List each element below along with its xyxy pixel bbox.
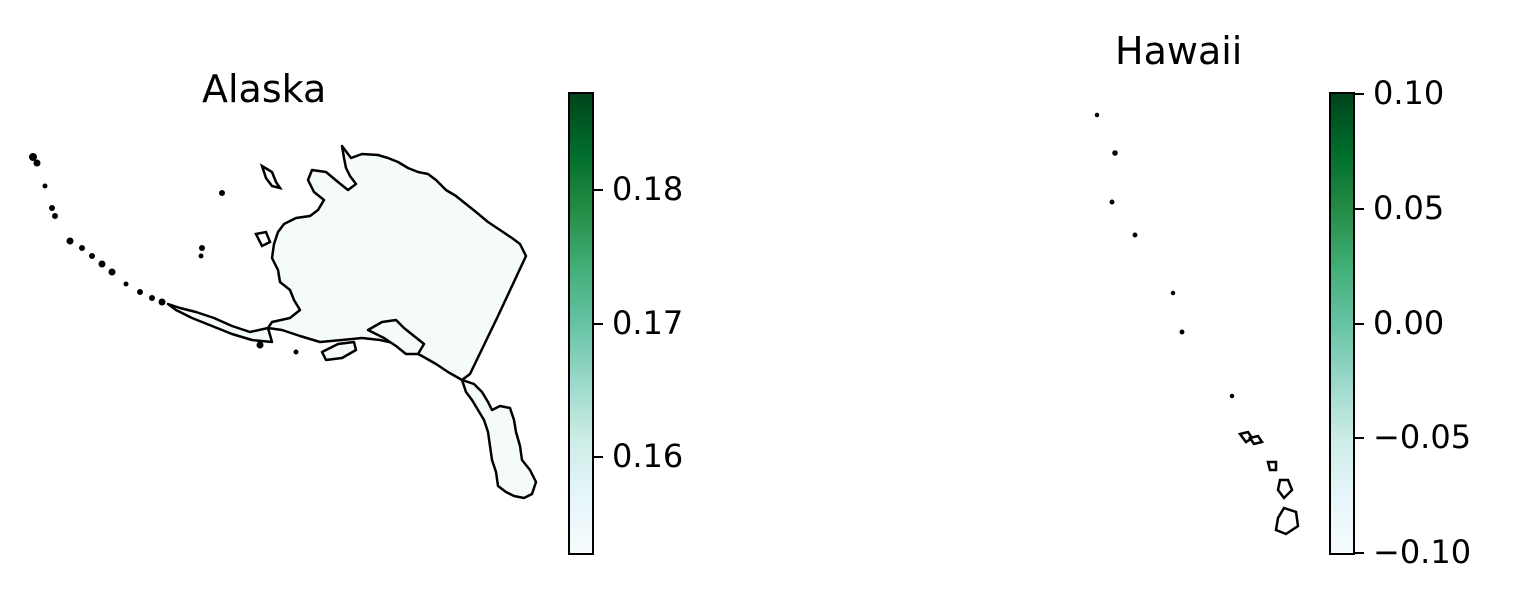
hawaii-map-title: Hawaii — [1115, 29, 1243, 73]
alaska-panhandle-shape — [460, 378, 538, 500]
colorbar-tick-label: −0.10 — [1373, 533, 1472, 571]
kenai-peninsula-shape — [366, 318, 426, 356]
colorbar-tick-label: 0.10 — [1373, 74, 1445, 112]
st-lawrence-island — [259, 163, 283, 190]
kodiak-island-shape — [320, 340, 358, 362]
hawaii-colorbar — [1329, 92, 1355, 555]
maui-island — [1276, 478, 1294, 500]
colorbar-tick-label: 0.00 — [1373, 303, 1445, 342]
alaska-peninsula-shape — [166, 302, 274, 344]
molokai-island — [1266, 460, 1278, 472]
colorbar-tick — [593, 189, 603, 192]
aleutian-islands — [29, 153, 299, 355]
nunivak-island — [254, 230, 272, 248]
colorbar-tick — [1354, 207, 1364, 210]
oahu-island — [1247, 434, 1265, 446]
colorbar-tick-label: 0.18 — [612, 170, 684, 209]
colorbar-tick — [593, 455, 603, 458]
colorbar-tick — [1354, 552, 1364, 554]
alaska-state-shape — [266, 144, 528, 382]
colorbar-tick-label: 0.17 — [612, 303, 684, 342]
hawaii-islands — [1094, 112, 1300, 536]
colorbar-tick-label: 0.05 — [1373, 188, 1445, 227]
alaska-map-title: Alaska — [202, 67, 327, 111]
colorbar-tick — [1354, 93, 1364, 95]
colorbar-tick — [1354, 322, 1364, 325]
colorbar-tick — [1354, 437, 1364, 440]
big-island — [1274, 506, 1300, 536]
alaska-colorbar — [568, 92, 594, 555]
colorbar-tick-label: −0.05 — [1373, 418, 1472, 457]
colorbar-tick — [593, 322, 603, 325]
colorbar-tick-label: 0.16 — [612, 436, 684, 475]
